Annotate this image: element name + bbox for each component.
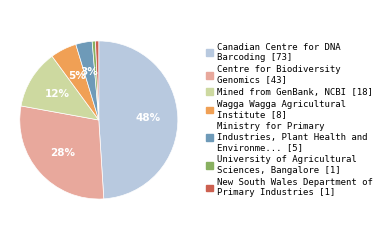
Wedge shape	[52, 44, 99, 120]
Wedge shape	[20, 106, 104, 199]
Text: 12%: 12%	[45, 89, 70, 99]
Text: 3%: 3%	[81, 67, 98, 77]
Wedge shape	[99, 41, 178, 199]
Wedge shape	[92, 41, 99, 120]
Text: 5%: 5%	[68, 71, 86, 81]
Wedge shape	[76, 41, 99, 120]
Text: 48%: 48%	[135, 114, 160, 123]
Legend: Canadian Centre for DNA
Barcoding [73], Centre for Biodiversity
Genomics [43], M: Canadian Centre for DNA Barcoding [73], …	[206, 43, 373, 197]
Wedge shape	[21, 56, 99, 120]
Text: 28%: 28%	[50, 148, 75, 158]
Wedge shape	[95, 41, 99, 120]
